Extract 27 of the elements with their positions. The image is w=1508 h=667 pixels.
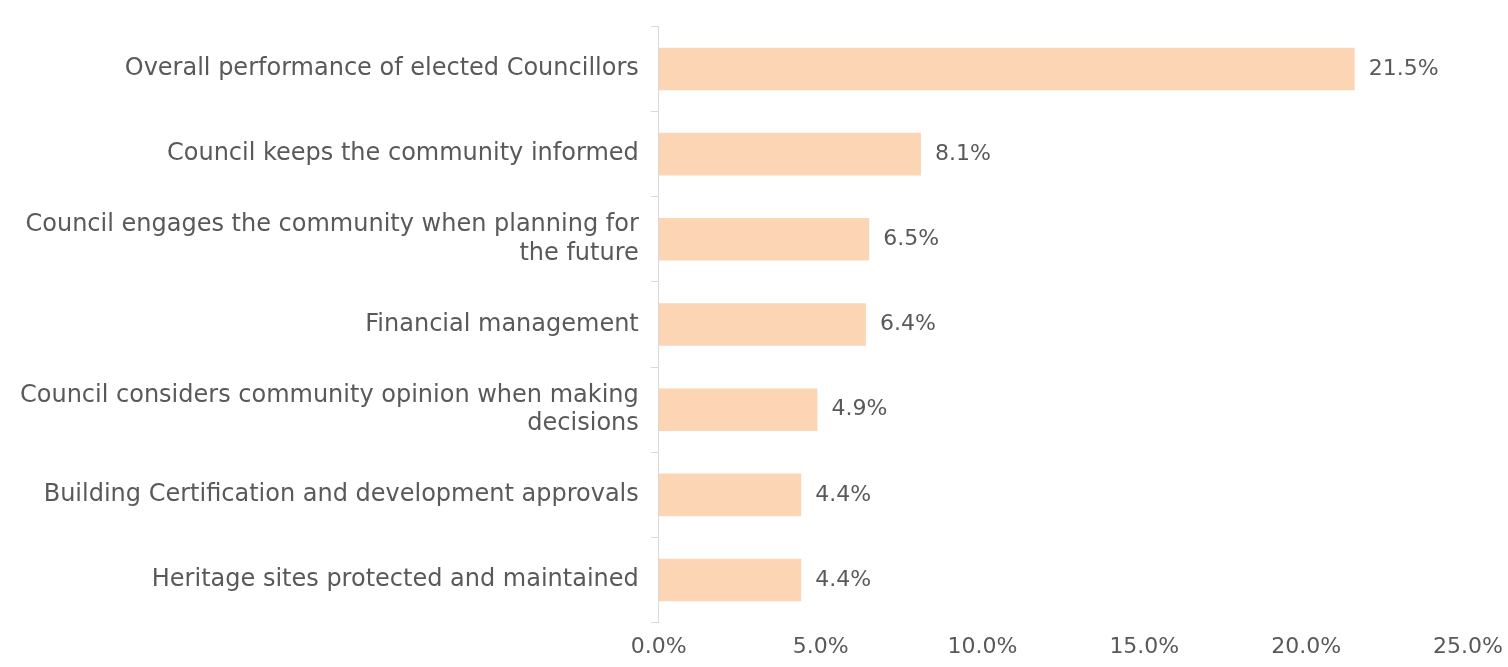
x-tick-label: 5.0% — [792, 632, 849, 658]
data-label: 4.4% — [815, 565, 872, 591]
data-label: 4.9% — [831, 395, 888, 421]
data-label: 6.4% — [879, 310, 936, 336]
data-label: 6.5% — [883, 225, 940, 251]
bar — [658, 132, 921, 176]
y-tick-label: Overall performance of elected Councillors — [124, 53, 639, 82]
bar — [658, 47, 1355, 91]
data-label: 21.5% — [1368, 54, 1439, 80]
bar — [658, 388, 818, 431]
y-tick-label: Council considers community opinion when making decisions — [19, 379, 639, 437]
bar — [658, 303, 866, 346]
x-tick-label: 0.0% — [630, 632, 687, 658]
y-tick-label: Building Certification and development approvals — [43, 479, 639, 508]
x-tick-label: 25.0% — [1433, 632, 1503, 658]
bar — [658, 473, 802, 517]
y-tick-label: Council keeps the community informed — [166, 138, 639, 167]
y-tick-label: Heritage sites protected and maintained — [151, 564, 639, 593]
x-tick-label: 15.0% — [1109, 632, 1180, 658]
data-label: 8.1% — [934, 139, 991, 165]
bar — [658, 558, 802, 602]
data-label: 4.4% — [815, 480, 872, 506]
y-tick-label: Financial management — [365, 308, 639, 337]
bar — [658, 218, 870, 261]
x-tick-label: 10.0% — [947, 632, 1018, 658]
y-tick-label: Council engages the community when planning for the future — [25, 209, 639, 266]
x-tick-label: 20.0% — [1271, 632, 1342, 658]
